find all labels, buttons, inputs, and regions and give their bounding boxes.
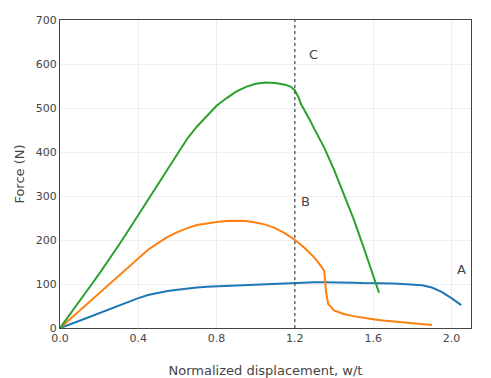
svg-text:C: C [309,47,318,62]
svg-text:400: 400 [36,146,57,159]
svg-text:500: 500 [36,102,57,115]
svg-text:200: 200 [36,234,57,247]
svg-text:Normalized displacement, w/t: Normalized displacement, w/t [169,363,363,378]
svg-text:0.0: 0.0 [51,332,69,345]
svg-text:Force (N): Force (N) [12,144,27,203]
svg-text:A: A [457,262,466,277]
svg-text:0.8: 0.8 [208,332,226,345]
svg-text:100: 100 [36,278,57,291]
svg-text:0: 0 [50,322,57,335]
svg-text:600: 600 [36,58,57,71]
svg-text:2.0: 2.0 [443,332,461,345]
svg-text:1.2: 1.2 [286,332,304,345]
svg-text:0.4: 0.4 [130,332,148,345]
svg-text:300: 300 [36,190,57,203]
svg-text:B: B [301,194,310,209]
svg-text:700: 700 [36,14,57,27]
svg-text:1.6: 1.6 [364,332,382,345]
